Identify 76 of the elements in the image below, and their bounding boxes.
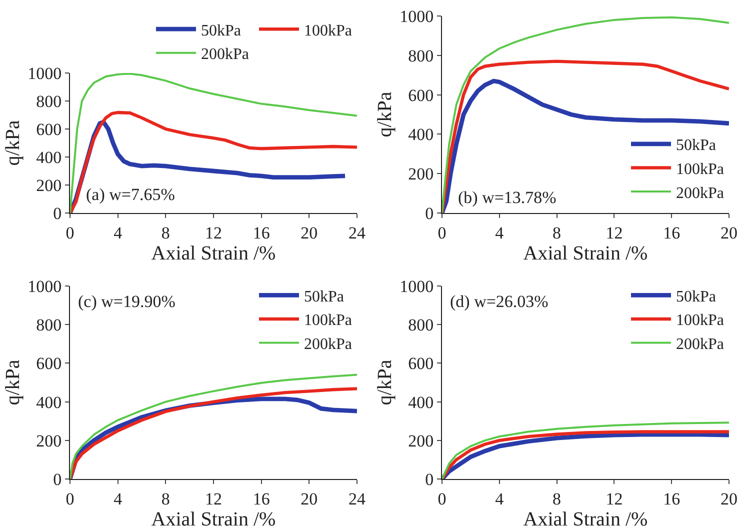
x-tick-label: 8: [161, 489, 170, 508]
legend-label: 50kPa: [676, 288, 716, 306]
line-series: [70, 73, 357, 213]
legend-label: 200kPa: [304, 336, 352, 354]
y-tick-label: 400: [36, 148, 62, 167]
y-tick-label: 600: [408, 86, 434, 105]
x-axis-title: Axial Strain /%: [151, 508, 276, 530]
annotation: (d) w=26.03%: [450, 292, 548, 311]
x-tick-label: 16: [252, 489, 270, 508]
y-axis-title: q/kPa: [2, 120, 24, 166]
y-tick-label: 600: [36, 354, 62, 374]
x-tick-label: 20: [300, 489, 318, 508]
x-tick-label: 0: [438, 223, 446, 242]
y-tick-label: 200: [408, 431, 434, 450]
y-axis-title: q/kPa: [2, 360, 24, 406]
annotation: (c) w=19.90%: [78, 292, 176, 311]
y-tick-label: 400: [36, 392, 62, 412]
x-tick-label: 4: [495, 223, 504, 242]
x-tick-label: 20: [720, 223, 738, 242]
x-tick-label: 16: [663, 223, 680, 242]
x-tick-label: 8: [552, 223, 562, 242]
y-tick-label: 800: [408, 316, 434, 335]
x-tick-label: 12: [205, 489, 222, 508]
x-tick-label: 16: [252, 223, 270, 242]
y-tick-label: 200: [36, 431, 62, 450]
y-tick-label: 200: [36, 176, 62, 195]
x-tick-label: 0: [438, 489, 446, 508]
x-tick-label: 12: [606, 489, 623, 508]
x-tick-label: 12: [205, 223, 222, 242]
legend-label: 100kPa: [676, 161, 724, 178]
annotation: (b) w=13.78%: [458, 188, 556, 207]
y-axis-title: q/kPa: [374, 92, 396, 138]
annotation: (a) w=7.65%: [86, 185, 175, 204]
y-tick-label: 0: [425, 470, 434, 489]
legend-label: 100kPa: [304, 312, 352, 330]
y-tick-label: 0: [425, 204, 434, 223]
x-tick-label: 4: [495, 489, 504, 508]
legend-label: 200kPa: [676, 184, 724, 202]
x-tick-label: 24: [348, 223, 366, 242]
x-tick-label: 0: [66, 223, 74, 242]
x-tick-label: 8: [552, 489, 562, 508]
x-tick-label: 20: [300, 223, 318, 242]
legend-label: 100kPa: [676, 312, 724, 330]
x-axis-title: Axial Strain /%: [523, 508, 648, 530]
y-tick-label: 1000: [400, 6, 434, 26]
line-series: [442, 16, 729, 213]
y-tick-label: 1000: [28, 64, 62, 83]
x-tick-label: 8: [161, 223, 170, 242]
legend-label: 200kPa: [676, 336, 724, 354]
x-tick-label: 24: [348, 489, 366, 508]
y-tick-label: 800: [408, 46, 434, 66]
y-tick-label: 0: [53, 204, 62, 223]
x-axis-title: Axial Strain /%: [151, 242, 276, 264]
y-tick-label: 800: [36, 316, 62, 335]
y-tick-label: 800: [36, 92, 62, 111]
legend-label: 50kPa: [676, 137, 716, 154]
legend-label: 200kPa: [201, 46, 249, 64]
x-tick-label: 0: [66, 489, 74, 508]
y-tick-label: 400: [408, 125, 434, 144]
x-tick-label: 4: [114, 223, 123, 242]
y-tick-label: 1000: [400, 276, 434, 296]
legend-label: 100kPa: [304, 22, 352, 40]
x-tick-label: 12: [606, 223, 623, 242]
x-tick-label: 20: [720, 489, 738, 508]
y-tick-label: 600: [36, 120, 62, 139]
y-tick-label: 0: [53, 470, 62, 489]
x-tick-label: 16: [663, 489, 680, 508]
legend-label: 50kPa: [201, 22, 241, 40]
y-tick-label: 200: [408, 164, 434, 184]
y-tick-label: 600: [408, 354, 434, 374]
y-tick-label: 1000: [28, 276, 62, 296]
y-tick-label: 400: [408, 392, 434, 412]
x-axis-title: Axial Strain /%: [523, 242, 648, 264]
y-axis-title: q/kPa: [374, 360, 396, 406]
legend-label: 50kPa: [304, 288, 344, 306]
x-tick-label: 4: [114, 489, 123, 508]
